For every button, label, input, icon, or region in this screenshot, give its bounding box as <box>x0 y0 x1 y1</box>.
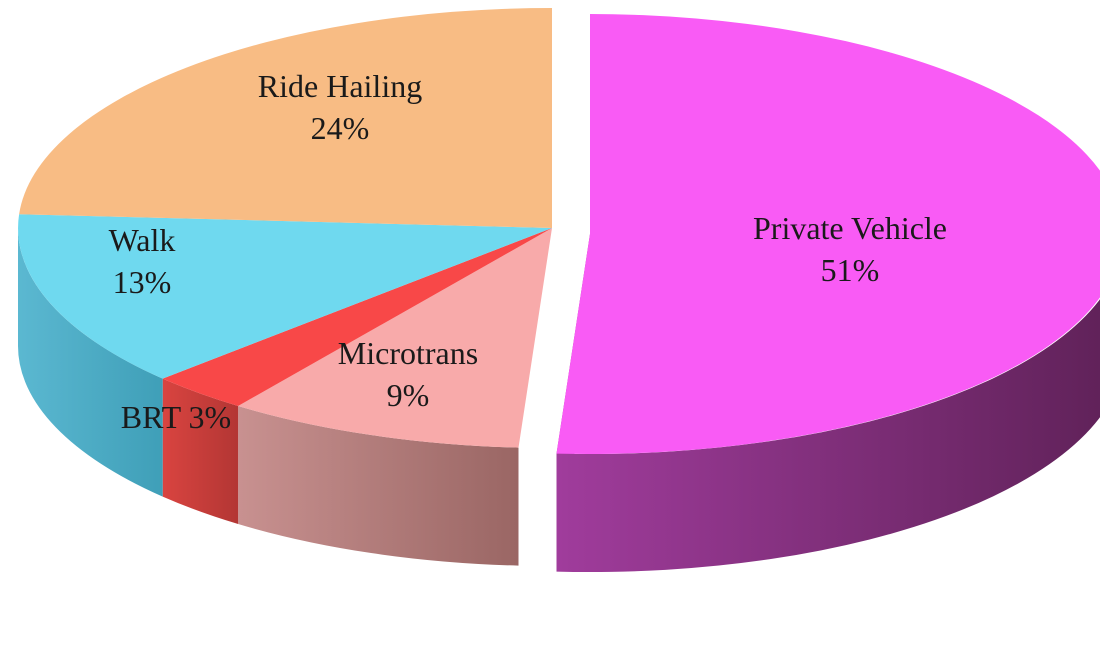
slice-label-ride-hailing-pct: 24% <box>311 110 370 146</box>
slice-label-microtrans-name: Microtrans <box>338 335 478 371</box>
slice-label-brt: BRT 3% <box>121 399 231 435</box>
pie-slice-microtrans <box>238 228 552 448</box>
pie-slice-private-vehicle <box>556 14 1100 454</box>
pie-side-microtrans <box>238 406 519 566</box>
slice-label-private-vehicle-pct: 51% <box>821 252 880 288</box>
slice-label-private-vehicle-name: Private Vehicle <box>753 210 947 246</box>
pie-side-private-vehicle <box>556 299 1100 573</box>
pie-side-brt <box>162 378 239 524</box>
slice-label-ride-hailing-name: Ride Hailing <box>258 68 422 104</box>
slice-label-walk-name: Walk <box>109 222 176 258</box>
pie-side-walk <box>17 228 163 497</box>
pie-slice-walk <box>18 214 553 379</box>
pie-slice-ride-hailing <box>19 8 553 228</box>
slice-label-microtrans-pct: 9% <box>387 377 430 413</box>
pie-tops <box>18 8 1100 454</box>
pie-labels: Private Vehicle 51% Microtrans 9% BRT 3% Walk… <box>109 68 947 435</box>
pie-slice-brt <box>162 228 552 406</box>
pie-sides <box>17 228 1100 573</box>
slice-label-walk-pct: 13% <box>113 264 172 300</box>
